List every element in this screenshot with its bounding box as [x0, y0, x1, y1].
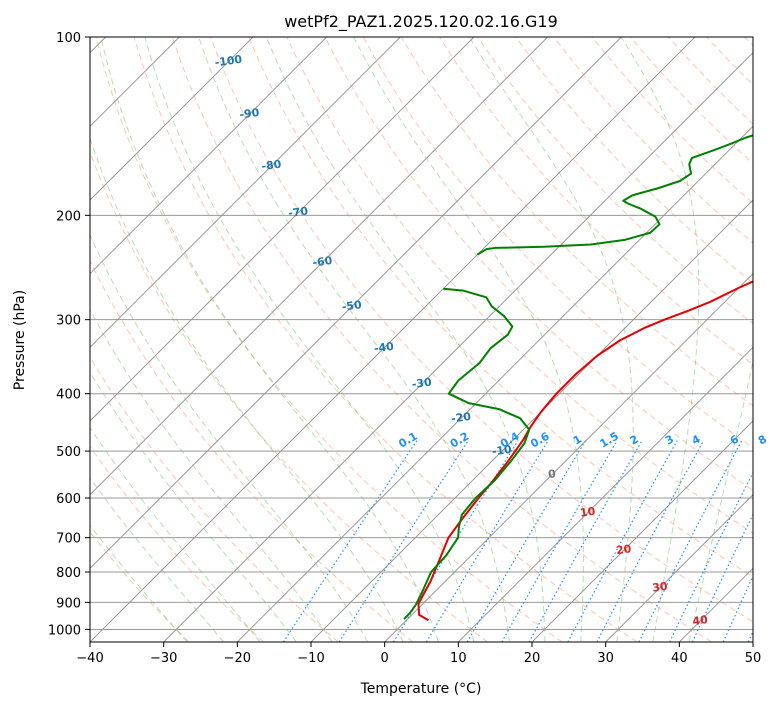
x-tick-label: 0 [381, 651, 389, 666]
x-tick-label: 40 [671, 651, 688, 666]
y-tick-label: 1000 [48, 623, 81, 638]
isotherm-label: -50 [341, 298, 363, 314]
y-tick-label: 800 [56, 566, 81, 581]
isotherm-label: 40 [692, 613, 709, 628]
isotherm-label: 20 [615, 542, 632, 557]
x-tick-label: 30 [597, 651, 614, 666]
chart-title: wetPf2_PAZ1.2025.120.02.16.G19 [284, 12, 558, 32]
isotherm-label: 10 [579, 505, 596, 520]
isotherm-label: -40 [373, 340, 395, 356]
y-tick-label: 200 [56, 209, 81, 224]
isotherm-label: 30 [652, 580, 669, 595]
x-tick-label: 20 [524, 651, 541, 666]
x-tick-label: 10 [450, 651, 467, 666]
y-tick-label: 100 [56, 31, 81, 46]
x-tick-label: −20 [224, 651, 251, 666]
x-axis-label: Temperature (°C) [360, 681, 482, 697]
isotherm-label: -20 [450, 410, 472, 426]
y-tick-label: 400 [56, 388, 81, 403]
x-tick-label: 50 [745, 651, 762, 666]
isotherm-label: -60 [312, 254, 334, 270]
y-tick-label: 600 [56, 492, 81, 507]
y-tick-label: 500 [56, 445, 81, 460]
isotherm-label: -80 [261, 158, 283, 174]
y-tick-label: 300 [56, 314, 81, 329]
x-tick-label: −10 [297, 651, 324, 666]
isotherm-label: -30 [411, 376, 433, 392]
y-axis-label: Pressure (hPa) [12, 290, 28, 390]
y-tick-label: 700 [56, 532, 81, 547]
isotherm-label: -70 [287, 204, 309, 220]
y-tick-label: 900 [56, 596, 81, 611]
x-tick-label: −40 [76, 651, 103, 666]
x-tick-label: −30 [150, 651, 177, 666]
isotherm-label: -90 [239, 106, 261, 122]
